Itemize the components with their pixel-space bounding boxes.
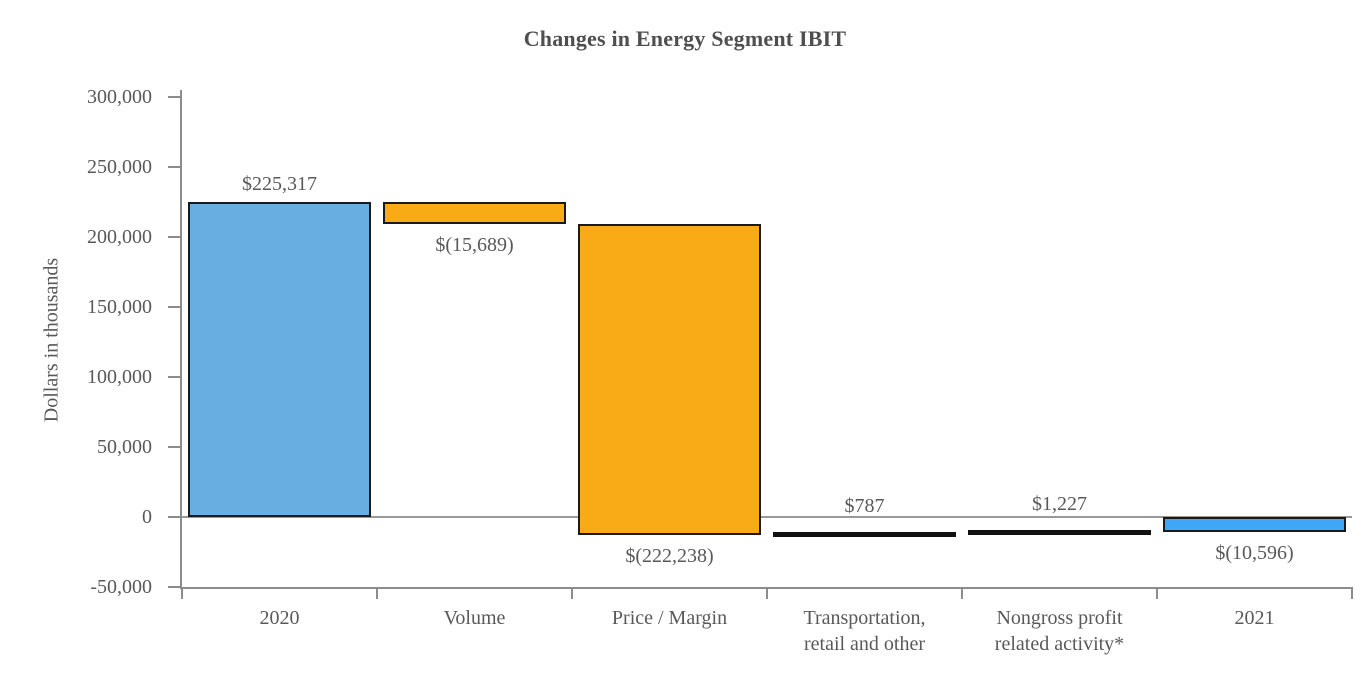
x-tick [961, 587, 963, 599]
bar-transportation-retail-and-other [773, 531, 956, 537]
x-tick [1156, 587, 1158, 599]
x-tick [571, 587, 573, 599]
x-tick [376, 587, 378, 599]
y-tick [168, 96, 180, 98]
y-tick-label: 250,000 [87, 156, 152, 178]
chart-title: Changes in Energy Segment IBIT [523, 26, 847, 51]
category-label-nongross-profit-related-activity: Nongross profit related activity* [994, 607, 1125, 655]
bar-nongross-profit-related-activity [968, 530, 1151, 536]
y-tick [168, 516, 180, 518]
data-label-volume: $(15,689) [435, 233, 514, 256]
y-axis-line [180, 90, 182, 589]
y-tick-label: 50,000 [97, 436, 152, 458]
y-tick [168, 376, 180, 378]
category-label-transportation-retail-and-other: Transportation, retail and other [803, 607, 926, 655]
bar-2021 [1163, 517, 1346, 532]
y-tick-label: 100,000 [87, 366, 152, 388]
bar-2020 [188, 201, 371, 517]
y-tick-label: 150,000 [87, 296, 152, 318]
data-label-2021: $(10,596) [1215, 541, 1294, 564]
category-label-price-margin: Price / Margin [611, 607, 728, 629]
bar-volume [383, 201, 566, 224]
category-label-2020: 2020 [259, 607, 300, 629]
y-axis-title: Dollars in thousands [40, 257, 63, 423]
data-label-2020: $225,317 [242, 172, 317, 195]
x-tick [766, 587, 768, 599]
y-tick [168, 586, 180, 588]
y-tick [168, 446, 180, 448]
data-label-nongross-profit-related-activity: $1,227 [1032, 493, 1087, 516]
y-tick-label: -50,000 [90, 576, 152, 598]
data-label-price-margin: $(222,238) [625, 544, 714, 567]
category-label-2021: 2021 [1234, 607, 1275, 629]
y-tick [168, 236, 180, 238]
category-label-volume: Volume [443, 607, 506, 629]
data-label-transportation-retail-and-other: $787 [844, 494, 885, 517]
y-tick [168, 306, 180, 308]
y-tick-label: 200,000 [87, 226, 152, 248]
y-tick [168, 166, 180, 168]
x-tick [181, 587, 183, 599]
y-tick-label: 300,000 [87, 86, 152, 108]
bar-price-margin [578, 223, 761, 535]
x-tick [1351, 587, 1353, 599]
y-tick-label: 0 [142, 506, 152, 528]
